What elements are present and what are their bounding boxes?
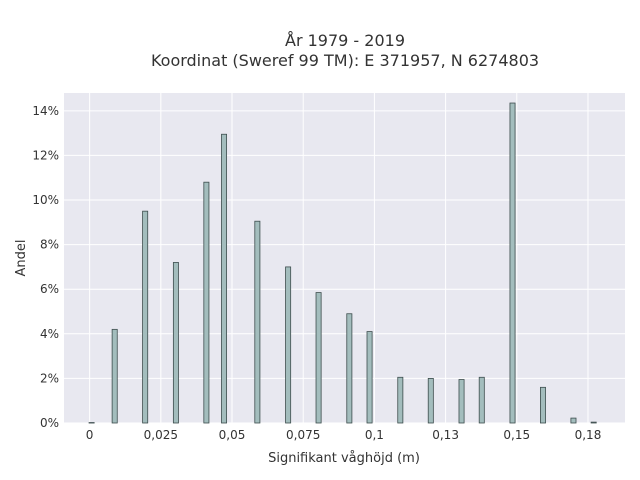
y-axis-label: Andel bbox=[14, 240, 29, 277]
x-tick-label: 0,13 bbox=[432, 428, 459, 442]
grid-lines bbox=[64, 93, 625, 424]
y-tick-labels: 0% 2% 4% 6% 8% 10% 12% 14% bbox=[32, 104, 59, 430]
y-tick-label: 2% bbox=[40, 371, 59, 385]
bar bbox=[221, 133, 228, 424]
bar bbox=[590, 421, 597, 424]
x-tick-label: 0,15 bbox=[503, 428, 530, 442]
x-tick-label: 0,1 bbox=[365, 428, 384, 442]
bar bbox=[427, 378, 434, 424]
bar bbox=[570, 417, 577, 424]
bar bbox=[346, 313, 353, 424]
bar bbox=[478, 376, 485, 424]
x-tick-label: 0 bbox=[86, 428, 94, 442]
y-tick-label: 6% bbox=[40, 282, 59, 296]
bar bbox=[366, 331, 373, 424]
bar bbox=[203, 181, 210, 424]
y-tick-label: 4% bbox=[40, 327, 59, 341]
y-tick-label: 14% bbox=[32, 104, 59, 118]
bar bbox=[111, 328, 118, 424]
bar bbox=[254, 220, 261, 424]
bar bbox=[397, 376, 404, 424]
x-tick-label: 0,05 bbox=[219, 428, 246, 442]
x-tick-label: 0,18 bbox=[575, 428, 602, 442]
x-axis-label: Signifikant våghöjd (m) bbox=[268, 451, 420, 466]
bar bbox=[88, 422, 95, 424]
bar bbox=[509, 102, 516, 424]
y-tick-label: 12% bbox=[32, 148, 59, 162]
plot-area bbox=[64, 93, 625, 423]
y-tick-label: 10% bbox=[32, 193, 59, 207]
bar bbox=[285, 266, 292, 424]
x-tick-label: 0,075 bbox=[286, 428, 320, 442]
bar bbox=[172, 262, 179, 424]
bar bbox=[540, 386, 546, 424]
bar bbox=[142, 210, 149, 424]
chart-title-line-1: År 1979 - 2019 bbox=[285, 31, 405, 50]
x-tick-label: 0,025 bbox=[144, 428, 178, 442]
y-tick-label: 8% bbox=[40, 238, 59, 252]
bar bbox=[458, 379, 465, 424]
bars bbox=[88, 102, 597, 424]
bar bbox=[315, 292, 322, 424]
y-tick-label: 0% bbox=[40, 416, 59, 430]
chart-title-line-2: Koordinat (Sweref 99 TM): E 371957, N 62… bbox=[151, 51, 539, 70]
x-tick-labels: 0 0,025 0,05 0,075 0,1 0,13 0,15 0,18 bbox=[86, 428, 602, 442]
